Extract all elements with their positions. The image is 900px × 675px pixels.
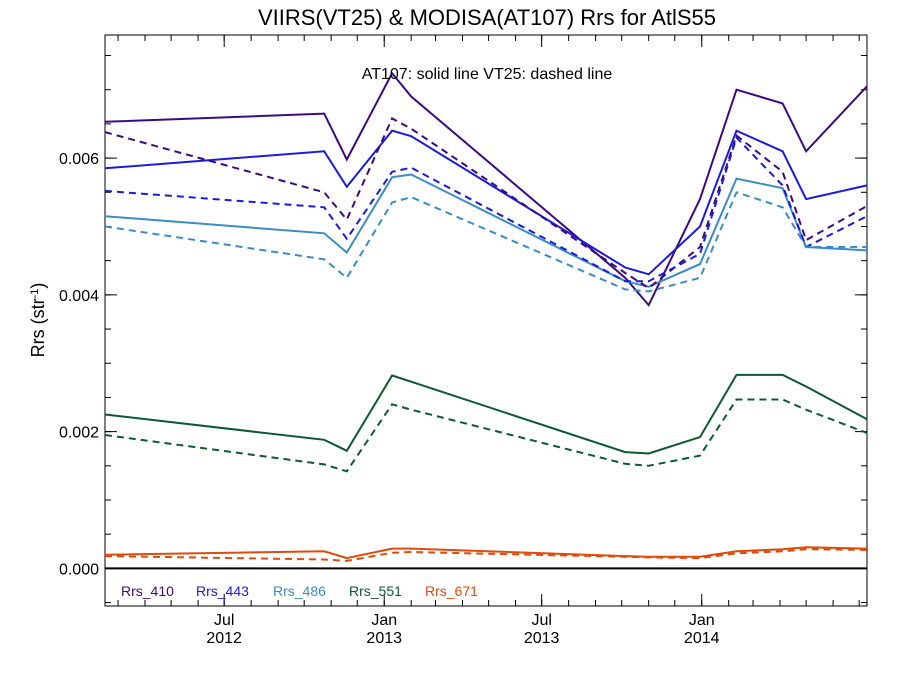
series-line-rrs-410-dashed: [104, 117, 868, 290]
x-tick-month: Jan: [689, 612, 715, 629]
x-tick-year: 2013: [366, 630, 402, 647]
legend-entry-rrs-486: Rrs_486: [273, 583, 326, 599]
line-style-annotation: AT107: solid line VT25: dashed line: [362, 66, 613, 83]
series-line-rrs-443-solid: [104, 129, 868, 276]
series-line-rrs-551-dashed: [104, 398, 868, 473]
chart-title: VIIRS(VT25) & MODISA(AT107) Rrs for AtlS…: [258, 5, 716, 30]
legend-entry-rrs-671: Rrs_671: [425, 583, 478, 599]
x-tick-month: Jul: [531, 612, 551, 629]
y-axis-label: Rrs (str-1): [28, 283, 48, 358]
y-tick-label: 0.000: [59, 561, 99, 578]
y-tick-label: 0.002: [59, 425, 99, 442]
legend-entry-rrs-551: Rrs_551: [349, 583, 402, 599]
x-tick-month: Jan: [371, 612, 397, 629]
legend: Rrs_410 Rrs_443 Rrs_486 Rrs_551 Rrs_671: [121, 583, 478, 599]
axis-ticks: [105, 35, 867, 606]
y-axis-label-close: ): [28, 283, 48, 289]
y-axis-label-superscript: -1: [29, 289, 41, 299]
series-lines: [104, 71, 868, 562]
series-line-rrs-486-dashed: [104, 191, 867, 293]
series-line-rrs-443-dashed: [104, 135, 868, 283]
legend-entry-rrs-443: Rrs_443: [196, 583, 249, 599]
legend-entry-rrs-410: Rrs_410: [121, 583, 174, 599]
series-line-rrs-671-dashed: [104, 548, 868, 562]
x-tick-year: 2014: [684, 630, 720, 647]
x-tick-year: 2012: [206, 630, 242, 647]
x-tick-year: 2013: [524, 630, 560, 647]
y-tick-labels: 0.000 0.002 0.004 0.006: [59, 151, 99, 578]
y-tick-label: 0.004: [59, 288, 99, 305]
plot-frame: [104, 34, 868, 607]
series-line-rrs-486-solid: [104, 173, 868, 288]
y-tick-label: 0.006: [59, 151, 99, 168]
x-tick-month: Jul: [214, 612, 234, 629]
y-axis-label-main: Rrs (str: [28, 298, 48, 357]
series-line-rrs-551-solid: [104, 373, 868, 455]
series-line-rrs-410-solid: [104, 71, 868, 307]
